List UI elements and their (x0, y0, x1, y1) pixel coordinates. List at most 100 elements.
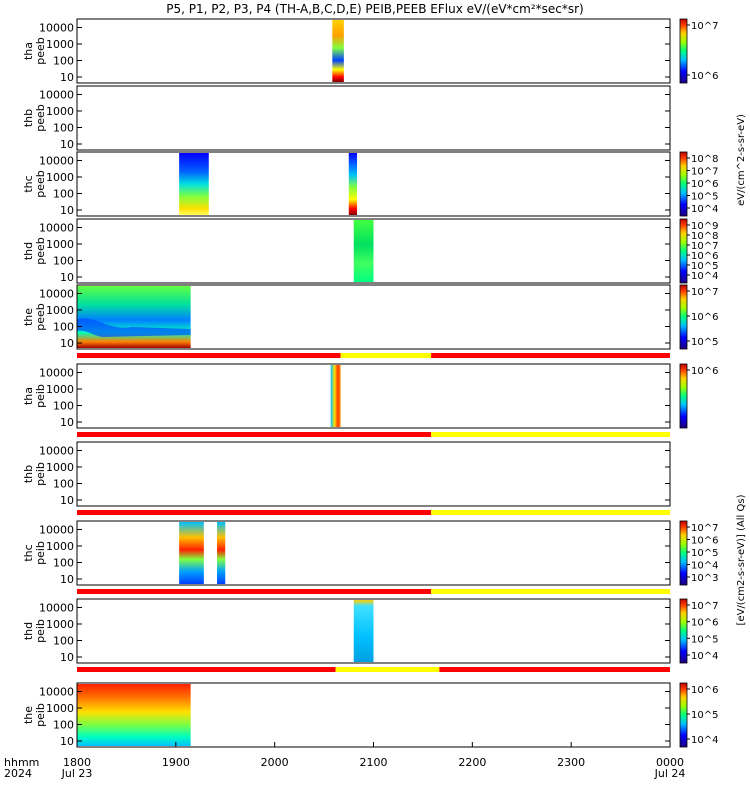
colorbar-tick-label: 10^8 (691, 154, 718, 165)
y-tick-label: 100 (53, 320, 74, 333)
y-tick-label: 10000 (39, 444, 74, 457)
panel-thb-peeb: 10 100 1000 10000 thb peeb (22, 85, 671, 151)
time-axis-end-date: Jul 24 (654, 767, 686, 780)
colorbar-tick-label: 10^8 (691, 231, 718, 242)
colorbar-tick-label: 10^6 (691, 71, 718, 82)
colorbar-tick-label: 10^7 (691, 167, 718, 178)
colorbar (679, 284, 688, 350)
panel-thb-peib: 10 100 1000 10000 thb peib (22, 441, 671, 515)
y-tick-label: 1000 (46, 618, 74, 631)
panel-the-peib: 10 100 1000 10000 the peib 10^6 10^5 10^4 (22, 682, 718, 748)
y-tick-label: 10 (60, 494, 74, 507)
panel-thc-peib: 10 100 1000 10000 thc peib 10^7 10^610^5 10^410^… (22, 520, 718, 594)
y-tick-label: 10000 (39, 685, 74, 698)
colorbar (679, 682, 688, 748)
panel-label-probe: tha (22, 387, 35, 405)
panel-label-product: peib (34, 703, 47, 727)
colorbar (679, 18, 688, 84)
colorbar (679, 520, 688, 586)
panel-frame (76, 441, 671, 507)
y-tick-label: 10000 (39, 366, 74, 379)
y-tick-label: 10000 (39, 221, 74, 234)
panel-label-product: peib (34, 541, 47, 565)
time-tick-label: 1900 (162, 756, 190, 769)
y-tick-label: 10000 (39, 88, 74, 101)
y-tick-label: 10 (60, 573, 74, 586)
panel-frame (76, 85, 671, 151)
panel-label-probe: the (22, 706, 35, 724)
time-tick-label: 2000 (261, 756, 289, 769)
spectrogram-block (179, 153, 209, 215)
panel-frame (76, 520, 671, 586)
panel-frame (76, 151, 671, 217)
colorbar (679, 598, 688, 664)
time-tick-label: 2200 (458, 756, 486, 769)
time-tick-label: 2100 (360, 756, 388, 769)
spectrogram-block (353, 600, 374, 662)
y-tick-label: 1000 (46, 238, 74, 251)
panel-label-product: peeb (34, 37, 47, 65)
colorbar-tick-label: 10^5 (691, 337, 718, 348)
mode-bar-segment (77, 353, 341, 358)
spectrogram-block (77, 684, 191, 746)
panel-label-probe: tha (22, 42, 35, 60)
panel-label-probe: thd (22, 622, 35, 640)
spectrogram-block (217, 522, 226, 584)
y-tick-label: 100 (53, 54, 74, 67)
y-tick-label: 1000 (46, 461, 74, 474)
panel-label-product: peib (34, 462, 47, 486)
colorbar-units-peib: [eV/(cm2-s-sr-eV)] (All Qs) (736, 494, 747, 625)
colorbar-tick-label: 10^9 (691, 221, 718, 232)
spectrogram-block (330, 365, 341, 427)
colorbar-tick-label: 10^7 (691, 601, 718, 612)
y-tick-label: 10000 (39, 287, 74, 300)
y-tick-label: 10000 (39, 154, 74, 167)
panel-frame (76, 363, 671, 429)
time-tick-labels: 1800 1900 2000 2100 2200 2300 0000 (63, 742, 684, 769)
mode-bar-segment (77, 667, 336, 672)
mode-bar-segment (431, 353, 670, 358)
y-tick-label: 10000 (39, 601, 74, 614)
colorbar-tick-label: 10^7 (691, 287, 718, 298)
mode-bar-segment (431, 510, 670, 515)
y-tick-label: 10 (60, 735, 74, 748)
figure-title: P5, P1, P2, P3, P4 (TH-A,B,C,D,E) PEIB,P… (166, 2, 583, 16)
colorbar-tick-label: 10^4 (691, 204, 718, 215)
time-tick-label: 0000 (656, 756, 684, 769)
time-tick-label: 2300 (557, 756, 585, 769)
y-tick-label: 100 (53, 477, 74, 490)
time-axis-year-label: 2024 (4, 767, 32, 780)
y-tick-label: 10 (60, 337, 74, 350)
colorbar-tick-label: 10^4 (691, 561, 718, 572)
mode-bar-segment (431, 432, 670, 437)
spectrogram-block (77, 286, 191, 348)
mode-bar-segment (335, 667, 440, 672)
time-tick-label: 1800 (63, 756, 91, 769)
spectrogram-block (348, 153, 358, 215)
y-tick-label: 100 (53, 634, 74, 647)
colorbar-tick-label: 10^4 (691, 651, 718, 662)
colorbar-tick-label: 10^5 (691, 710, 718, 721)
panel-frame (76, 284, 671, 350)
panel-label-product: peib (34, 384, 47, 408)
panel-label-product: peeb (34, 104, 47, 132)
mode-bar-segment (439, 667, 670, 672)
panel-label-product: peeb (34, 237, 47, 265)
y-tick-label: 1000 (46, 105, 74, 118)
colorbar-tick-label: 10^6 (691, 366, 718, 377)
panel-label-probe: the (22, 308, 35, 326)
mode-bar-segment (77, 510, 432, 515)
panel-frame (76, 18, 671, 84)
spectrogram-feature (77, 318, 191, 337)
spectrogram-block (353, 220, 374, 282)
time-axis: hhmm 2024 1800 1900 2000 2100 2200 2300 0000 J… (4, 742, 685, 780)
panel-frame (76, 598, 671, 664)
colorbar-tick-label: 10^7 (691, 241, 718, 252)
panel-thc-peeb: 10 100 1000 10000 thc peeb 10^8 10^710^6 10^510^… (22, 151, 718, 217)
colorbar (679, 151, 688, 217)
colorbar-tick-label: 10^5 (691, 634, 718, 645)
colorbar-tick-label: 10^3 (691, 573, 718, 584)
mode-bar-segment (431, 589, 670, 594)
panel-tha-peeb: 10 100 1000 10000 tha peeb 10^7 10^6 (22, 18, 718, 84)
